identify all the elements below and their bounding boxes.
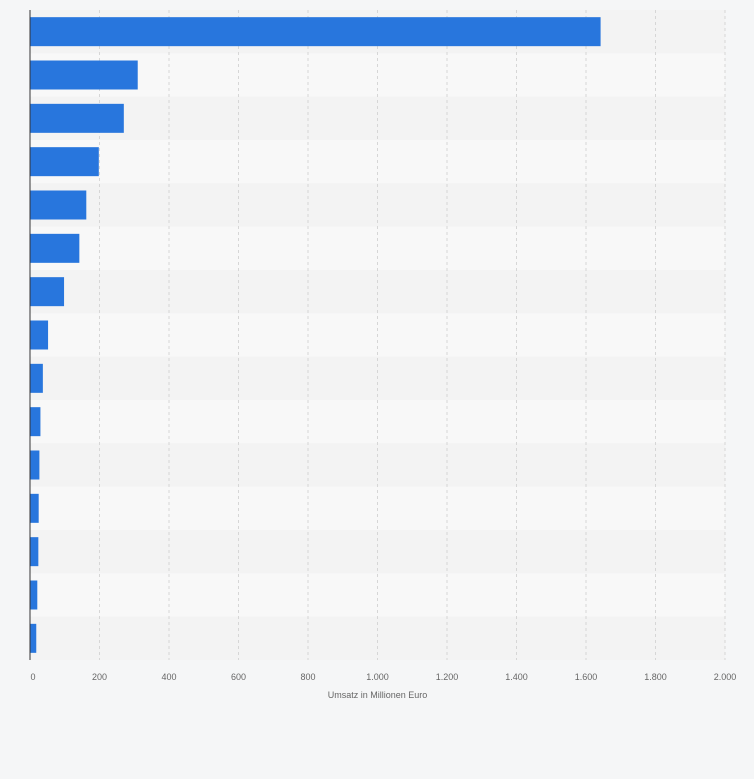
bar bbox=[30, 363, 43, 393]
x-tick-label: 400 bbox=[161, 672, 176, 682]
x-tick-label: 1.200 bbox=[436, 672, 459, 682]
bar bbox=[30, 190, 87, 220]
bars bbox=[30, 17, 601, 653]
x-tick-label: 1.000 bbox=[366, 672, 389, 682]
bar bbox=[30, 580, 38, 610]
bar bbox=[30, 17, 601, 47]
bar bbox=[30, 537, 39, 567]
x-tick-label: 0 bbox=[30, 672, 35, 682]
bar bbox=[30, 60, 138, 90]
x-axis-ticks: 0 200 400 600 800 1.000 1.200 1.400 1.600 1.800 2.… bbox=[30, 672, 736, 682]
x-tick-label: 2.000 bbox=[714, 672, 737, 682]
bar bbox=[30, 320, 49, 350]
x-axis-title: Umsatz in Millionen Euro bbox=[328, 690, 428, 700]
bar bbox=[30, 493, 39, 523]
x-tick-label: 1.400 bbox=[505, 672, 528, 682]
x-tick-label: 600 bbox=[231, 672, 246, 682]
x-tick-label: 800 bbox=[300, 672, 315, 682]
x-tick-label: 1.800 bbox=[644, 672, 667, 682]
bar bbox=[30, 277, 65, 307]
bar bbox=[30, 450, 40, 480]
x-tick-label: 1.600 bbox=[575, 672, 598, 682]
bar bbox=[30, 103, 124, 133]
bar bbox=[30, 407, 41, 437]
bar bbox=[30, 147, 99, 177]
x-tick-label: 200 bbox=[92, 672, 107, 682]
bar bbox=[30, 233, 80, 263]
bar bbox=[30, 623, 37, 653]
